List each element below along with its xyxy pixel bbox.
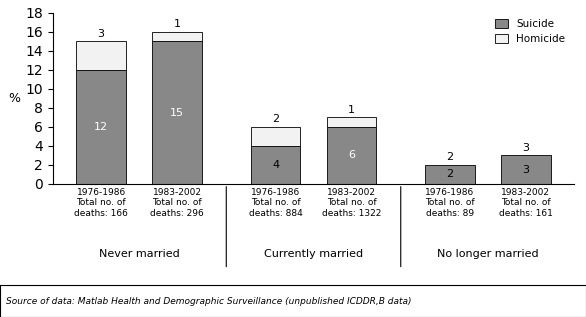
Text: 6: 6 [348,150,355,160]
Bar [251,146,300,184]
Text: Never married: Never married [98,249,179,259]
Bar [152,32,202,41]
Text: 1: 1 [173,19,180,29]
Bar [251,127,300,146]
Text: No longer married: No longer married [437,249,539,259]
Bar [501,155,551,184]
Text: 4: 4 [272,160,279,170]
Bar [327,127,376,184]
Text: 3: 3 [98,29,104,39]
Bar [76,41,126,70]
Bar [152,41,202,184]
Text: 2: 2 [447,152,454,162]
Text: Currently married: Currently married [264,249,363,259]
Text: 3: 3 [523,143,529,153]
Bar [327,117,376,127]
Bar [425,165,475,184]
Text: Source of data: Matlab Health and Demographic Surveillance (unpublished ICDDR,B : Source of data: Matlab Health and Demogr… [6,297,411,306]
Text: 3: 3 [523,165,529,175]
Text: 15: 15 [170,107,184,118]
Bar [76,70,126,184]
Y-axis label: %: % [8,92,20,105]
Legend: Suicide, Homicide: Suicide, Homicide [491,15,569,49]
Text: 12: 12 [94,122,108,132]
Text: 2: 2 [447,169,454,179]
Text: 2: 2 [272,114,279,125]
Text: 1: 1 [348,105,355,115]
